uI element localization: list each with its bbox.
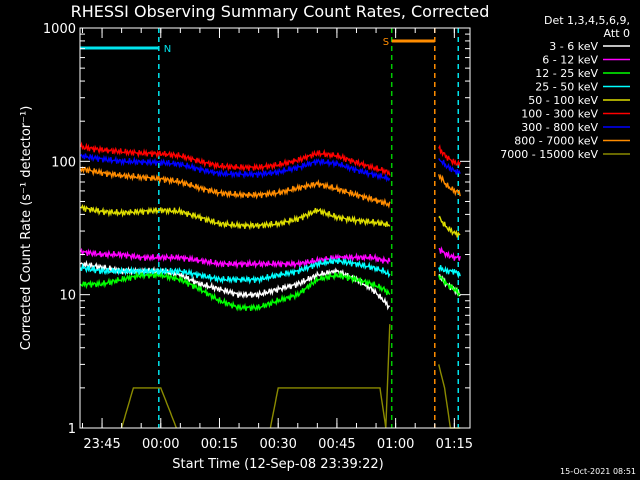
legend-entry-label: 12 - 25 keV [535,67,598,80]
series-line [80,153,391,183]
y-tick-label: 1 [68,422,76,437]
y-axis-label: Corrected Count Rate (s⁻¹ detector⁻¹) [19,106,34,351]
x-tick-label: 00:15 [201,437,238,452]
legend-entry-label: 800 - 7000 keV [514,135,598,148]
series-line [438,173,461,197]
legend-entry-label: 25 - 50 keV [535,81,598,94]
series-line [79,247,391,270]
legend-entry-label: 7000 - 15000 keV [500,148,598,161]
series-line [438,144,461,168]
y-tick-label: 1000 [43,22,76,37]
x-tick-label: 01:00 [377,437,414,452]
series-line [438,275,461,298]
y-tick-label: 100 [51,155,76,170]
flag-label: S [383,37,389,48]
series-line [438,246,461,261]
legend-entry-label: 6 - 12 keV [542,54,598,67]
legend-header-line-1: Det 1,3,4,5,6,9, [544,14,630,27]
flag-label: N [164,44,171,55]
x-tick-label: 23:45 [83,437,120,452]
series-line [120,387,178,429]
series-line [438,158,461,175]
series-line [80,203,391,231]
legend-entry-label: 300 - 800 keV [521,121,598,134]
axes: 1 10 100 1000 23:45 00:00 00:15 00:30 00:45 01:00… [43,22,473,452]
series-line [438,265,461,279]
y-tick-label: 10 [59,289,76,304]
chart-title: RHESSI Observing Summary Count Rates, Co… [71,2,490,21]
x-tick-label: 00:00 [142,437,179,452]
legend-entry-label: 50 - 100 keV [528,94,598,107]
x-tick-label: 01:15 [436,437,473,452]
plot-frame [79,27,471,429]
series-line [269,324,391,429]
plot-area: NS [79,28,461,429]
series-line [79,270,391,312]
series-line [438,215,461,238]
series-line [79,141,391,177]
timestamp: 15-Oct-2021 08:51 [560,467,636,476]
legend-entry-label: 100 - 300 keV [521,108,598,121]
legend-entry-label: 3 - 6 keV [549,40,598,53]
x-tick-label: 00:30 [259,437,296,452]
series-line [79,256,391,285]
x-tick-label: 00:45 [318,437,355,452]
x-axis-label: Start Time (12-Sep-08 23:39:22) [172,457,383,472]
legend-header-line-2: Att 0 [604,27,630,40]
series-line [79,165,391,209]
